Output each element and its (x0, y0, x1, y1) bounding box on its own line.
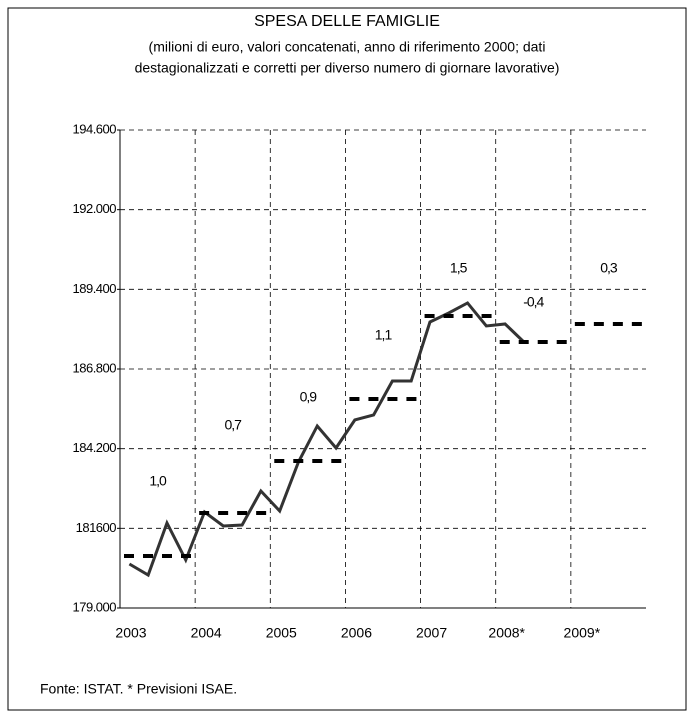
y-tick-label: 181600 (76, 520, 117, 535)
y-tick-label: 194.600 (73, 121, 117, 136)
x-tick-label: 2005 (266, 625, 297, 641)
growth-annotation: -0,4 (523, 294, 544, 310)
growth-annotation: 0,9 (300, 389, 318, 405)
y-tick-label: 179.000 (73, 599, 117, 614)
x-tick-label: 2009* (564, 625, 601, 641)
growth-annotation: 1,1 (375, 327, 393, 343)
x-tick-label: 2007 (416, 625, 447, 641)
chart-subtitle: destagionalizzati e corretti per diverso… (135, 60, 560, 76)
growth-annotation: 1,0 (149, 473, 167, 489)
y-tick-label: 186.800 (73, 360, 117, 375)
growth-annotation: 0,3 (600, 260, 618, 276)
y-tick-label: 189.400 (73, 281, 117, 296)
x-tick-label: 2003 (115, 625, 146, 641)
data-line (128, 301, 525, 578)
chart-title: SPESA DELLE FAMIGLIE (254, 13, 440, 30)
source-note: Fonte: ISTAT. * Previsioni ISAE. (40, 681, 237, 697)
frame (7, 7, 687, 711)
growth-annotation: 1,5 (450, 260, 468, 276)
x-tick-label: 2008* (488, 625, 525, 641)
chart-subtitle: (milioni di euro, valori concatenati, an… (149, 39, 546, 55)
y-tick-label: 184.200 (73, 440, 117, 455)
x-tick-label: 2004 (191, 625, 222, 641)
x-tick-label: 2006 (341, 625, 372, 641)
y-tick-label: 192.000 (73, 201, 117, 216)
growth-annotation: 0,7 (224, 417, 242, 433)
